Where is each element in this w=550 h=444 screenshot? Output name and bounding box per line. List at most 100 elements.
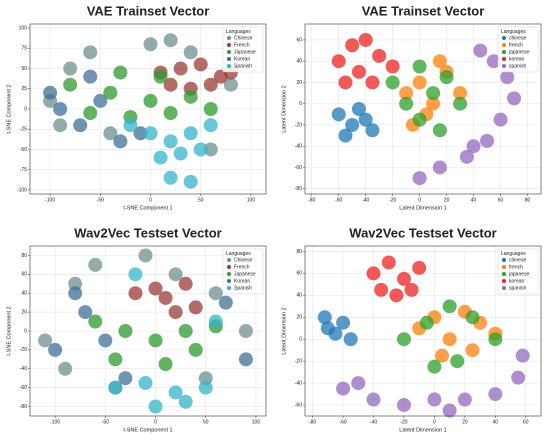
plot-frame [304,245,542,417]
y-axis-label: Latent Dimension 2 [281,85,287,132]
point [113,65,128,80]
point [168,385,183,400]
point [442,299,457,314]
legend-label: Korean [234,278,250,284]
point [93,93,108,108]
point [493,112,508,127]
chart-panel: -80 -60 -40 -20 0 20 40 60 80 -80 -60 -40 -20 0 20 40 60… [281,3,542,211]
point [399,96,414,111]
point [103,126,118,141]
legend-marker [227,36,231,40]
x-tick-label: -60 [339,419,346,425]
point [98,333,113,348]
point [203,102,218,116]
y-tick-label: 80 [296,249,302,255]
x-axis-label: t-SNE Component 1 [123,427,172,433]
point [163,170,178,185]
legend-label: japanese [508,49,530,55]
point [203,118,218,133]
point [427,392,442,407]
point [208,286,223,301]
point [432,54,447,69]
x-tick-label: 0 [149,197,152,203]
x-axis-label: Latent Dimension 1 [399,205,446,211]
point [108,380,123,395]
point [168,267,183,282]
legend-label: Spanish [234,63,252,69]
y-tick-label: 0 [299,337,302,343]
point [153,69,168,84]
point [83,69,98,84]
y-tick-label: -40 [295,144,302,150]
legend-marker [502,272,506,276]
point [338,75,353,90]
y-tick-label: -25 [20,127,27,133]
x-tick-label: -20 [400,419,407,425]
legend-label: korean [509,278,525,284]
x-tick-label: 40 [493,419,499,425]
point [358,32,373,47]
x-tick-label: -50 [97,197,104,203]
point [183,45,198,60]
point [178,324,193,338]
x-tick-label: -40 [370,419,377,425]
point [366,392,381,407]
point [396,271,411,286]
point [193,57,208,72]
x-axis-label: Latent Dimension 1 [399,427,446,433]
point [103,85,118,100]
point [163,106,178,121]
point [68,286,83,301]
point [412,112,427,127]
legend-box [222,248,264,295]
point [168,305,183,320]
point [138,248,153,263]
y-tick-label: -20 [20,347,27,353]
y-tick-label: 0 [24,106,27,112]
y-tick-label: 0 [299,101,302,107]
legend-marker [227,272,231,276]
point [328,326,343,341]
point [218,295,233,310]
point [183,89,198,104]
point [374,282,389,297]
point [138,375,153,390]
point [412,59,427,74]
point [351,64,366,79]
legend-label: chinese [509,257,526,263]
point [188,342,203,357]
point [453,86,468,101]
y-tick-label: -80 [295,186,302,192]
legend-marker [227,57,231,61]
point [178,276,193,291]
point [128,286,143,301]
point [385,75,400,90]
legend-marker [502,43,506,47]
legend-label: japanese [508,271,530,277]
point [118,324,133,338]
point [442,332,457,347]
point [223,77,238,92]
point [123,118,138,133]
x-tick-label: 40 [471,197,477,203]
legend-marker [502,57,506,61]
y-tick-label: 40 [21,291,27,297]
point [53,118,68,133]
y-axis-label: t-SNE Component 2 [6,84,12,133]
point [143,126,158,141]
point [480,133,495,148]
point [53,102,68,116]
x-tick-label: 50 [198,197,204,203]
point [336,381,351,396]
point [358,112,373,127]
x-tick-label: 0 [154,419,157,425]
point [331,54,346,69]
legend-marker [227,43,231,47]
point [143,37,158,52]
point [435,348,450,363]
point [336,315,351,330]
point [118,371,133,386]
legend-marker [502,36,506,40]
point [396,332,411,347]
point [133,126,148,141]
